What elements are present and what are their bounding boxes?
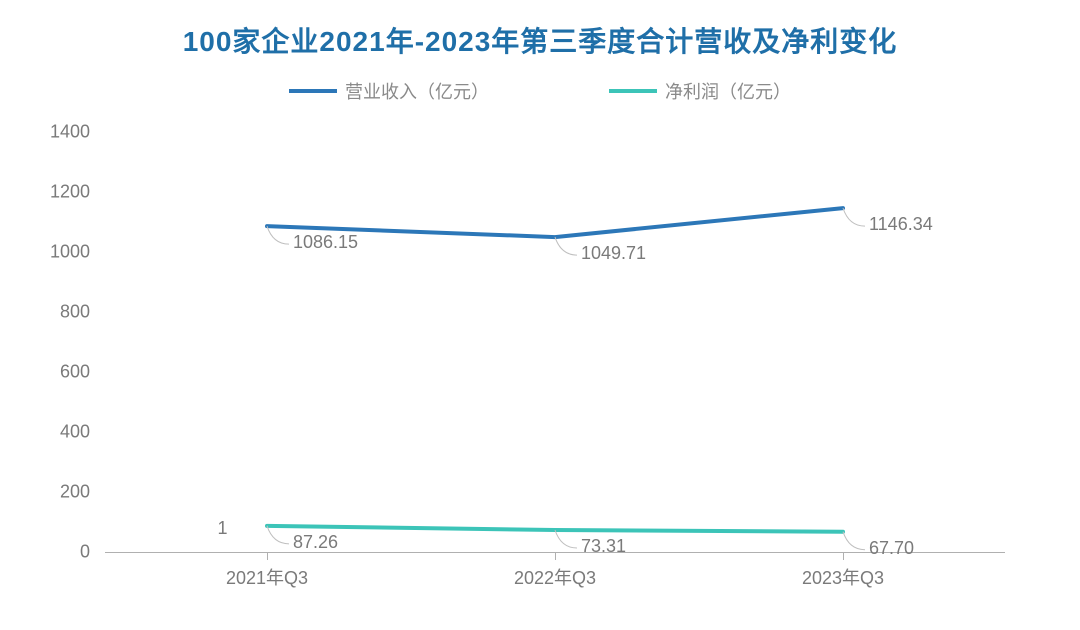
extra-label: 1: [218, 518, 228, 539]
y-tick-label: 800: [30, 302, 90, 323]
legend-label-revenue: 营业收入（亿元）: [345, 78, 489, 104]
y-tick-label: 600: [30, 362, 90, 383]
legend-item-profit: 净利润（亿元）: [609, 78, 791, 104]
leader-line: [555, 237, 577, 255]
x-tick: [267, 552, 268, 560]
leader-line: [555, 530, 577, 548]
leader-line: [843, 532, 865, 550]
data-label: 1146.34: [869, 214, 933, 235]
chart-area: 0 200 400 600 800 1000 1200 1400 2021年Q3 2022年Q3 2…: [30, 120, 1050, 610]
x-label: 2021年Q3: [226, 564, 308, 590]
legend-swatch-revenue: [289, 89, 337, 93]
data-label: 73.31: [581, 536, 626, 557]
data-label: 67.70: [869, 538, 914, 559]
x-tick: [843, 552, 844, 560]
y-tick-label: 0: [30, 542, 90, 563]
y-tick-label: 200: [30, 482, 90, 503]
legend-item-revenue: 营业收入（亿元）: [289, 78, 489, 104]
x-label: 2022年Q3: [514, 564, 596, 590]
data-label: 1086.15: [293, 232, 358, 253]
line-layer: [105, 132, 1005, 552]
x-label: 2023年Q3: [802, 564, 884, 590]
chart-title: 100家企业2021年-2023年第三季度合计营收及净利变化: [0, 0, 1080, 60]
x-tick: [555, 552, 556, 560]
leader-line: [267, 526, 289, 544]
data-label: 1049.71: [581, 243, 646, 264]
legend: 营业收入（亿元） 净利润（亿元）: [0, 78, 1080, 104]
y-tick-label: 1200: [30, 182, 90, 203]
y-tick-label: 1000: [30, 242, 90, 263]
legend-swatch-profit: [609, 89, 657, 93]
plot-area: [105, 132, 1005, 552]
y-tick-label: 400: [30, 422, 90, 443]
legend-label-profit: 净利润（亿元）: [665, 78, 791, 104]
leader-line: [843, 208, 865, 226]
y-tick-label: 1400: [30, 122, 90, 143]
data-label: 87.26: [293, 532, 338, 553]
